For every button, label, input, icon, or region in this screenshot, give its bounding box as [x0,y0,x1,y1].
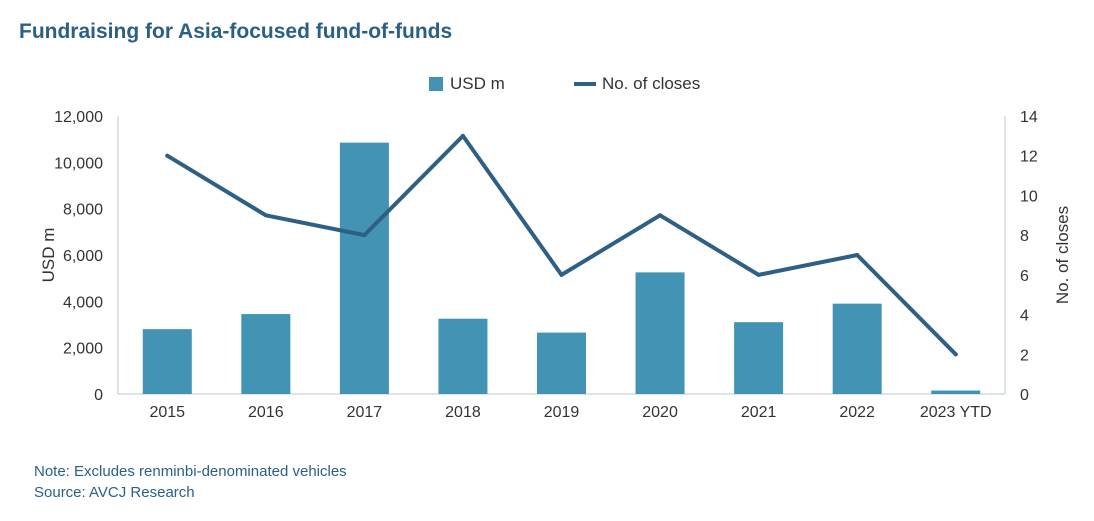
x-tick-label: 2021 [741,404,777,421]
bar-2021 [734,322,784,394]
bar-2018 [438,318,488,394]
bar-2017 [339,142,389,394]
closes-point-2018 [460,133,465,138]
legend-label-usd: USD m [450,74,505,93]
closes-point-2016 [263,213,268,218]
chart-title: Fundraising for Asia-focused fund-of-fun… [19,20,453,43]
legend-line-swatch [574,82,596,86]
x-tick-label: 2023 YTD [920,404,992,421]
x-tick-label: 2017 [347,404,383,421]
closes-point-2023 YTD [953,352,958,357]
y2-axis-title: No. of closes [1053,206,1072,304]
legend-item-closes: No. of closes [574,74,700,94]
x-tick-label: 2020 [642,404,678,421]
bar-2023 YTD [931,390,981,394]
legend: USD m No. of closes [0,74,1094,100]
closes-point-2015 [165,153,170,158]
y-tick-label: 6,000 [63,248,103,265]
source-text: Source: AVCJ Research [34,484,195,501]
y2-tick-label: 0 [1020,387,1029,404]
closes-point-2019 [559,272,564,277]
closes-point-2022 [855,253,860,257]
y-tick-label: 12,000 [54,109,103,126]
bar-2016 [241,314,291,394]
y-tick-label: 8,000 [63,202,103,219]
y-tick-label: 4,000 [63,294,103,311]
bar-2022 [832,303,882,394]
y2-tick-label: 10 [1020,188,1038,205]
y2-tick-label: 6 [1020,268,1029,285]
x-tick-label: 2022 [839,404,875,421]
y-tick-label: 10,000 [54,155,103,172]
closes-point-2017 [362,233,367,238]
x-tick-label: 2016 [248,404,284,421]
y2-tick-label: 2 [1020,347,1029,364]
y2-tick-label: 4 [1020,308,1029,325]
legend-item-usd: USD m [429,74,505,94]
note-text: Note: Excludes renminbi-denominated vehi… [34,463,347,480]
y2-tick-label: 8 [1020,228,1029,245]
x-tick-label: 2018 [445,404,481,421]
x-tick-label: 2015 [149,404,185,421]
chart-notes: Note: Excludes renminbi-denominated vehi… [34,461,347,503]
closes-point-2021 [756,272,761,277]
legend-bar-swatch [429,77,443,91]
x-tick-label: 2019 [544,404,580,421]
y-tick-label: 0 [94,387,103,404]
closes-point-2020 [658,213,663,218]
bar-2020 [635,272,685,394]
y2-tick-label: 14 [1020,109,1038,126]
y2-tick-label: 12 [1020,149,1038,166]
y-tick-label: 2,000 [63,341,103,358]
bar-2019 [537,332,586,394]
legend-label-closes: No. of closes [602,74,701,93]
y-axis-title: USD m [39,228,58,283]
bar-2015 [142,329,192,394]
